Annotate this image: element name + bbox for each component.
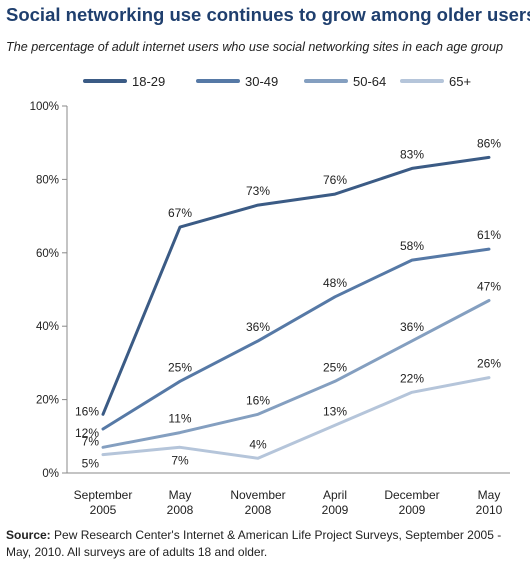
data-label-50-64: 7% <box>82 434 100 448</box>
data-label-30-49: 48% <box>323 276 347 290</box>
data-label-65+: 13% <box>323 404 347 418</box>
data-label-30-49: 36% <box>246 320 270 334</box>
data-label-50-64: 47% <box>477 280 501 294</box>
data-label-65+: 4% <box>249 437 267 451</box>
series-line-50-64 <box>101 299 491 449</box>
data-label-50-64: 25% <box>323 360 347 374</box>
y-tick-label: 40% <box>36 321 59 333</box>
y-tick-label: 80% <box>36 174 59 186</box>
data-label-18-29: 86% <box>477 136 501 150</box>
data-label-18-29: 16% <box>75 404 99 418</box>
x-tick-label: 2008 <box>167 503 194 517</box>
x-tick-label: 2009 <box>322 503 349 517</box>
x-tick-label: 2005 <box>90 503 117 517</box>
data-label-65+: 22% <box>400 371 424 385</box>
source-label: Source: <box>6 528 51 542</box>
x-tick-label: September <box>74 488 133 502</box>
series-line-30-49 <box>101 247 491 431</box>
data-label-30-49: 12% <box>75 426 99 440</box>
y-tick-label: 20% <box>36 395 59 407</box>
x-tick-label: December <box>384 488 439 502</box>
y-tick-label: 0% <box>42 468 59 480</box>
data-label-50-64: 11% <box>168 412 191 426</box>
data-label-50-64: 16% <box>246 393 270 407</box>
data-label-65+: 5% <box>82 457 100 471</box>
legend-label-18-29: 18-29 <box>132 74 165 89</box>
series-line-18-29 <box>101 155 491 416</box>
x-tick-label: 2008 <box>245 503 272 517</box>
data-label-18-29: 83% <box>400 147 424 161</box>
data-label-30-49: 61% <box>477 228 501 242</box>
legend-label-65+: 65+ <box>449 74 471 89</box>
data-label-30-49: 25% <box>168 360 192 374</box>
source-note: Source: Pew Research Center's Internet &… <box>6 527 524 561</box>
line-chart: 18-29 30-49 50-64 65+ 0% 20% 40% 60% 80% 100% Sept… <box>30 74 510 517</box>
x-tick-label: November <box>230 488 285 502</box>
chart-subtitle: The percentage of adult internet users w… <box>6 40 504 54</box>
x-tick-label: 2009 <box>399 503 426 517</box>
source-text: Pew Research Center's Internet & America… <box>6 528 502 559</box>
y-tick-label: 60% <box>36 248 59 260</box>
data-label-18-29: 67% <box>168 206 192 220</box>
series-line-65+ <box>101 376 491 460</box>
x-tick-label: 2010 <box>476 503 503 517</box>
data-label-30-49: 58% <box>400 239 424 253</box>
data-label-18-29: 73% <box>246 184 270 198</box>
x-tick-label: April <box>323 488 347 502</box>
legend-label-50-64: 50-64 <box>353 74 386 89</box>
y-tick-label: 100% <box>30 101 59 113</box>
chart-title: Social networking use continues to grow … <box>6 4 530 25</box>
data-label-65+: 7% <box>171 453 189 467</box>
x-tick-label: May <box>169 488 192 502</box>
legend-label-30-49: 30-49 <box>245 74 278 89</box>
x-tick-label: May <box>478 488 501 502</box>
data-label-65+: 26% <box>477 357 501 371</box>
data-label-18-29: 76% <box>323 173 347 187</box>
data-label-50-64: 36% <box>400 320 424 334</box>
